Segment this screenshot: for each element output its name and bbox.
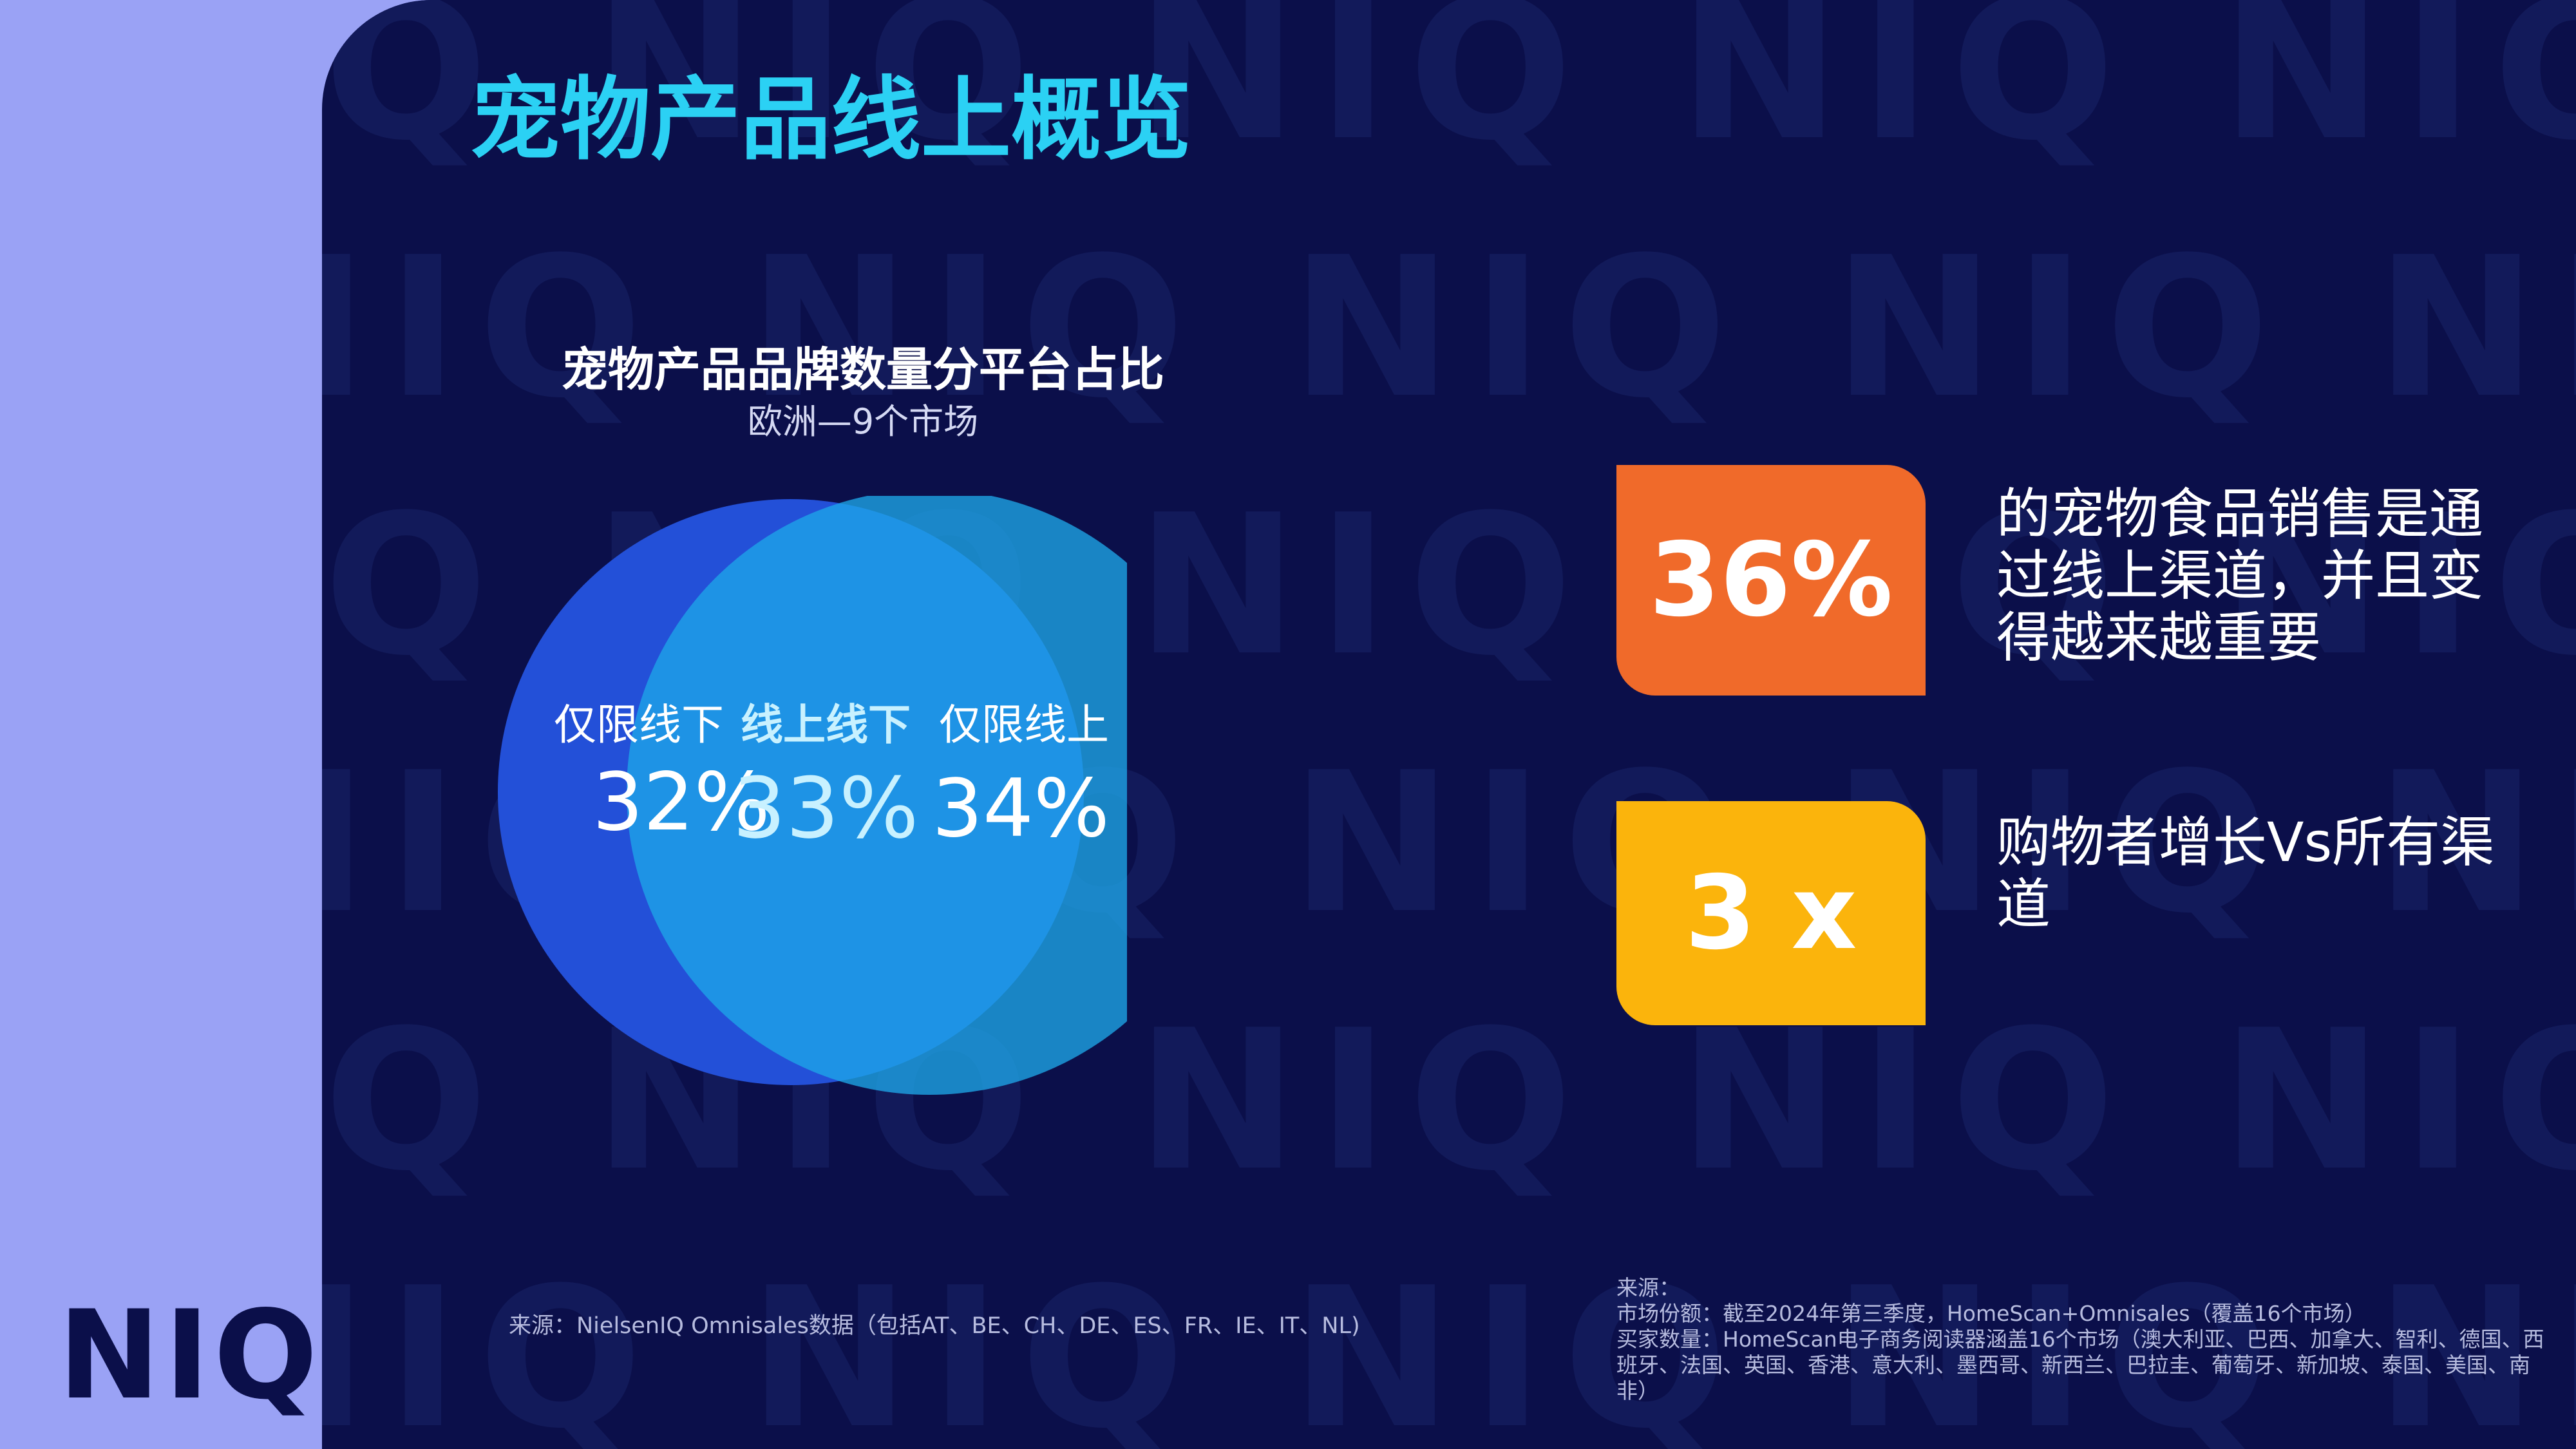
venn-title: 宠物产品品牌数量分平台占比	[561, 343, 1164, 397]
venn-right-value: 34%	[932, 762, 1110, 855]
venn-diagram: 仅限线下 32% 线上线下 33% 仅限线上 34%	[498, 496, 1127, 1095]
venn-overlap-value: 33%	[733, 759, 919, 857]
source-note-right: 来源： 市场份额：截至2024年第三季度，HomeScan+Omnisales（…	[1616, 1275, 2550, 1404]
main-panel: NIQ NIQ NIQ NIQ NIQ NIQ NIQ NIQ NIQ NIQ …	[322, 0, 2576, 1449]
source-note-left: 来源：NielsenIQ Omnisales数据（包括AT、BE、CH、DE、E…	[509, 1313, 1360, 1339]
source-line: 买家数量：HomeScan电子商务阅读器涵盖16个市场（澳大利亚、巴西、加拿大、…	[1616, 1327, 2544, 1403]
venn-left-value: 32%	[592, 756, 770, 849]
source-line: 市场份额：截至2024年第三季度，HomeScan+Omnisales（覆盖16…	[1616, 1301, 2366, 1326]
venn-overlap-label: 线上线下	[741, 700, 911, 750]
watermark-row: NIQ NIQ NIQ NIQ NIQ NIQ	[322, 1246, 2576, 1449]
stat-value: 36%	[1649, 521, 1893, 639]
watermark-row: NIQ NIQ NIQ NIQ NIQ NIQ	[322, 216, 2576, 440]
source-heading: 来源：	[1616, 1275, 1680, 1300]
watermark-row: NIQ NIQ NIQ NIQ NIQ NIQ	[322, 0, 2576, 183]
venn-left-label: 仅限线下	[554, 700, 724, 750]
venn-right-label: 仅限线上	[939, 700, 1109, 750]
stat-value: 3 x	[1685, 854, 1857, 972]
stat-box-online-share: 36%	[1616, 465, 1926, 696]
niq-logo: NIQ	[58, 1284, 322, 1426]
venn-subtitle: 欧洲—9个市场	[747, 401, 979, 442]
stat-description: 的宠物食品销售是通过线上渠道，并且变得越来越重要	[1996, 482, 2484, 669]
stat-box-shopper-growth: 3 x	[1616, 801, 1926, 1025]
stat-description: 购物者增长Vs所有渠道	[1996, 811, 2495, 936]
page-title: 宠物产品线上概览	[470, 68, 1192, 173]
venn-right-circle	[627, 496, 1127, 1095]
